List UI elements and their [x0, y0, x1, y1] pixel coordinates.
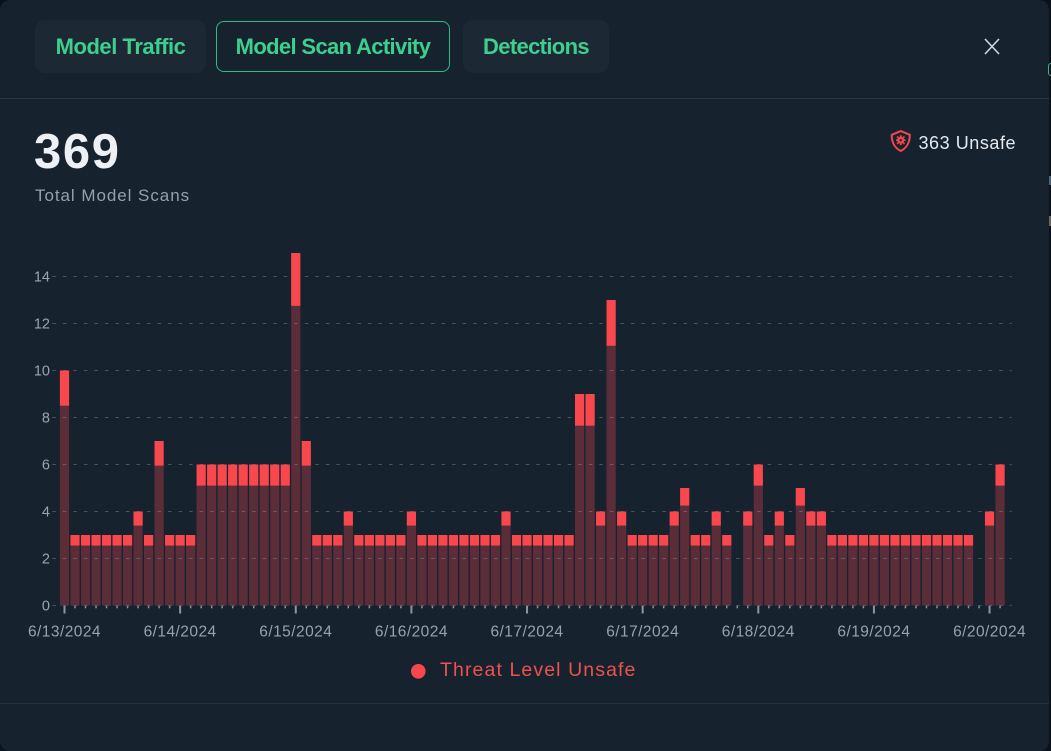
svg-text:4: 4	[42, 505, 50, 521]
svg-text:2: 2	[42, 552, 50, 568]
svg-text:6/17/2024: 6/17/2024	[490, 624, 563, 641]
svg-text:6/16/2024: 6/16/2024	[375, 624, 448, 641]
svg-text:Threat Level Unsafe: Threat Level Unsafe	[440, 659, 637, 681]
svg-text:6: 6	[42, 458, 50, 474]
svg-text:10: 10	[34, 364, 50, 380]
svg-text:0: 0	[42, 599, 50, 615]
svg-text:6/13/2024: 6/13/2024	[28, 624, 101, 641]
svg-text:6/14/2024: 6/14/2024	[144, 624, 217, 641]
svg-text:6/19/2024: 6/19/2024	[837, 624, 910, 641]
svg-text:6/17/2024: 6/17/2024	[606, 624, 679, 641]
svg-text:6/20/2024: 6/20/2024	[953, 624, 1026, 641]
svg-text:6/15/2024: 6/15/2024	[259, 624, 332, 641]
svg-text:12: 12	[34, 317, 50, 333]
svg-text:8: 8	[42, 411, 50, 427]
svg-text:14: 14	[34, 270, 50, 286]
svg-text:6/18/2024: 6/18/2024	[722, 624, 795, 641]
